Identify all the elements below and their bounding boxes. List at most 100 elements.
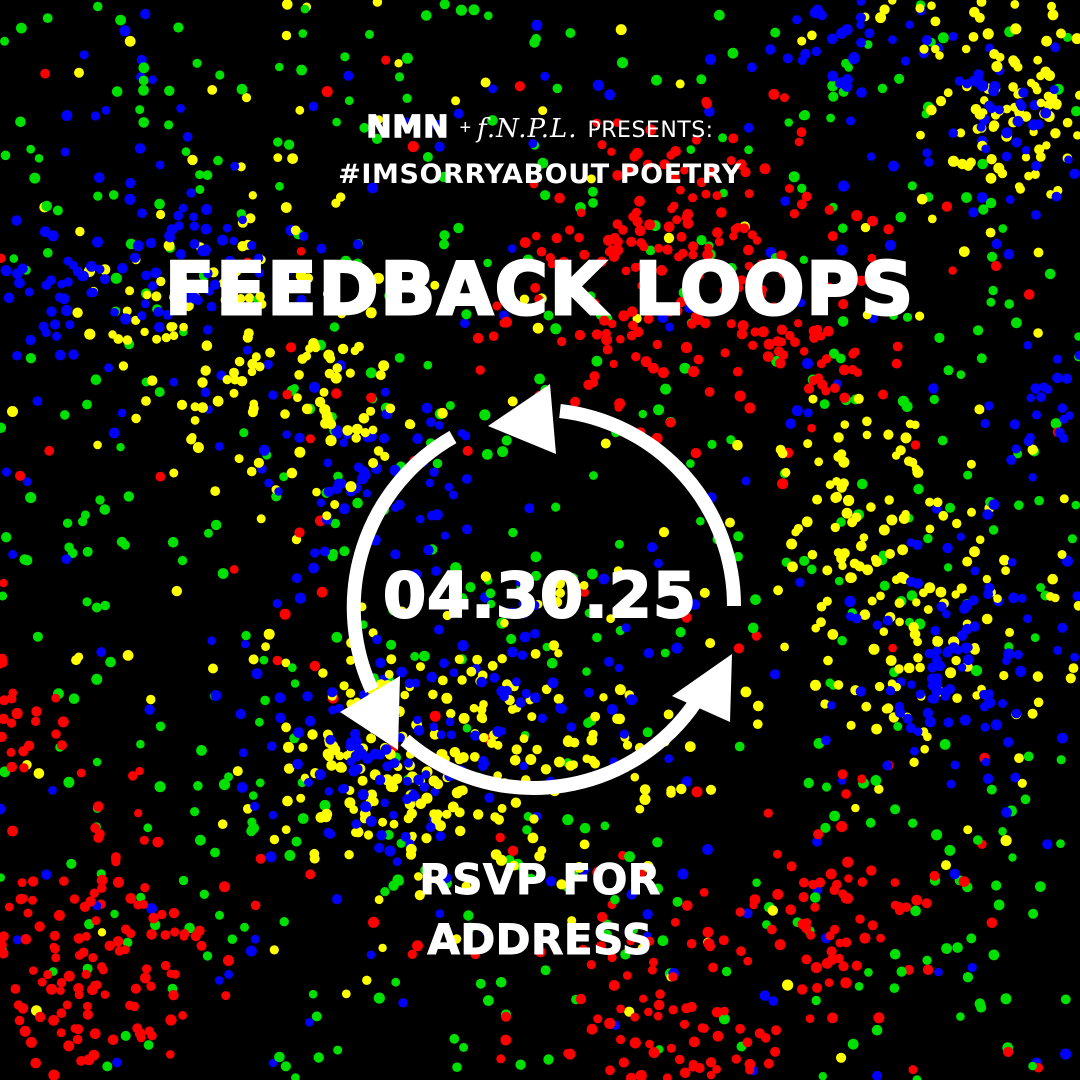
confetti-dot (742, 1037, 753, 1048)
confetti-dot (699, 1023, 709, 1033)
confetti-dot (406, 808, 417, 819)
confetti-dot (305, 434, 315, 444)
confetti-dot (148, 281, 158, 291)
confetti-dot (931, 685, 943, 697)
confetti-dot (323, 349, 335, 361)
confetti-dot (1072, 591, 1080, 601)
confetti-dot (296, 64, 307, 76)
confetti-dot (865, 817, 876, 828)
confetti-dot (631, 207, 642, 217)
confetti-dot (633, 326, 644, 338)
confetti-dot (123, 491, 134, 502)
confetti-dot (446, 730, 456, 740)
confetti-dot (534, 294, 543, 304)
confetti-dot (223, 955, 234, 966)
confetti-dot (321, 86, 333, 97)
confetti-dot (218, 778, 231, 791)
confetti-dot (991, 238, 1002, 249)
confetti-dot (91, 673, 103, 685)
confetti-dot (60, 410, 70, 420)
confetti-dot (203, 268, 213, 279)
confetti-dot (248, 191, 257, 200)
confetti-dot (580, 587, 589, 597)
confetti-dot (827, 629, 839, 640)
confetti-dot (195, 185, 205, 194)
confetti-dot (1006, 454, 1017, 465)
confetti-dot (392, 857, 402, 867)
confetti-dot (647, 965, 657, 975)
confetti-dot (888, 643, 897, 653)
confetti-dot (801, 516, 813, 528)
confetti-dot (998, 827, 1007, 836)
confetti-dot (378, 943, 387, 953)
confetti-dot (886, 514, 898, 526)
confetti-dot (485, 588, 496, 599)
confetti-dot (534, 373, 545, 385)
confetti-dot (1056, 732, 1068, 744)
confetti-dot (1008, 592, 1019, 604)
confetti-dot (88, 953, 98, 963)
confetti-dot (646, 264, 657, 275)
confetti-dot (1002, 104, 1012, 114)
confetti-dot (81, 969, 91, 980)
confetti-dot (211, 519, 222, 531)
confetti-dot (686, 145, 696, 154)
confetti-dot (434, 141, 445, 152)
confetti-dot (874, 681, 885, 692)
confetti-dot (772, 303, 783, 314)
confetti-dot (816, 601, 827, 612)
confetti-dot (449, 1033, 460, 1044)
confetti-dot (352, 258, 363, 269)
confetti-dot (1056, 28, 1066, 39)
confetti-dot (829, 810, 840, 822)
confetti-dot (331, 198, 341, 208)
confetti-dot (201, 340, 213, 352)
confetti-dot (212, 395, 224, 407)
confetti-dot (942, 542, 953, 554)
confetti-dot (663, 221, 675, 233)
confetti-dot (165, 232, 175, 243)
confetti-dot (131, 413, 141, 424)
confetti-dot (269, 945, 279, 955)
confetti-dot (705, 1057, 717, 1068)
confetti-dot (272, 655, 283, 666)
confetti-dot (789, 209, 800, 219)
confetti-dot (255, 778, 265, 788)
confetti-dot (208, 663, 218, 674)
confetti-dot (864, 968, 873, 977)
confetti-dot (892, 341, 903, 352)
confetti-dot (735, 159, 747, 171)
confetti-dot (225, 255, 235, 266)
confetti-dot (797, 183, 807, 193)
confetti-dot (954, 76, 965, 86)
confetti-dot (51, 729, 61, 739)
confetti-dot (975, 535, 985, 544)
confetti-dot (721, 966, 732, 977)
confetti-dot (435, 909, 445, 918)
confetti-dot (219, 881, 230, 893)
confetti-dot (744, 189, 754, 199)
confetti-dot (19, 763, 29, 773)
confetti-dot (248, 822, 259, 834)
confetti-dot (822, 565, 833, 576)
confetti-dot (1014, 500, 1024, 511)
confetti-dot (540, 190, 551, 201)
confetti-dot (847, 517, 858, 528)
confetti-dot (705, 53, 716, 65)
confetti-dot (824, 205, 835, 215)
confetti-dot (931, 654, 942, 665)
confetti-dot (937, 32, 949, 44)
confetti-dot (794, 137, 804, 147)
confetti-dot (825, 480, 835, 490)
confetti-dot (146, 981, 156, 991)
confetti-dot (240, 922, 249, 932)
confetti-dot (701, 189, 711, 199)
confetti-dot (649, 957, 658, 967)
confetti-dot (855, 914, 865, 924)
confetti-dot (718, 133, 728, 143)
confetti-dot (253, 253, 264, 264)
confetti-dot (135, 766, 144, 776)
confetti-dot (902, 312, 913, 322)
confetti-dot (74, 67, 84, 78)
confetti-dot (856, 275, 867, 287)
